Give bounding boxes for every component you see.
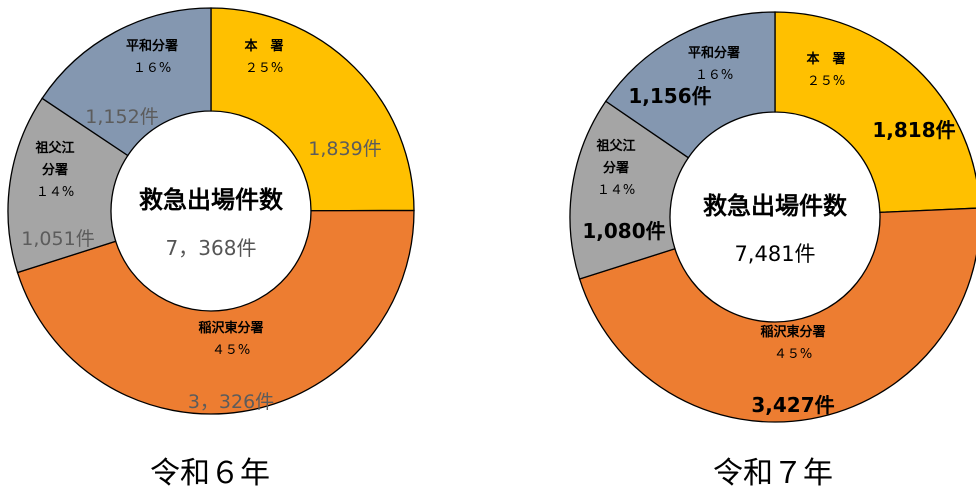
segment-name-iyakei: 分署 <box>603 160 629 176</box>
year-label-reiwa6: 令和６年 <box>150 456 270 491</box>
segment-name-iyakei: 祖父江 <box>595 138 635 154</box>
donut-segment-honsho <box>774 11 976 214</box>
segment-count-inazawa: 3，326件 <box>188 391 274 413</box>
segment-name-honsho: 本 署 <box>244 38 283 54</box>
segment-percent-heiwa: １６% <box>695 68 733 83</box>
year-label-reiwa7: 令和７年 <box>713 456 833 491</box>
segment-percent-iyakei: １４% <box>36 185 74 200</box>
donut-segment-heiwa <box>604 11 776 159</box>
segment-count-honsho: 1,818件 <box>872 118 955 142</box>
segment-name-iyakei: 祖父江 <box>34 140 74 156</box>
center-title: 救急出場件数 <box>139 186 284 214</box>
segment-percent-inazawa: ４５% <box>774 347 812 362</box>
center-title: 救急出場件数 <box>703 192 848 220</box>
donut-segment-inazawa <box>578 207 976 423</box>
segment-percent-iyakei: １４% <box>597 183 635 198</box>
segment-count-iyakei: 1,051件 <box>21 228 94 250</box>
segment-name-iyakei: 分署 <box>42 162 68 178</box>
segment-count-iyakei: 1,080件 <box>582 219 665 243</box>
segment-count-inazawa: 3,427件 <box>751 393 834 417</box>
donut-segment-heiwa <box>41 7 212 157</box>
segment-percent-honsho: ２５% <box>245 61 283 76</box>
donut-segment-inazawa <box>16 209 415 415</box>
center-total: 7，368件 <box>166 236 257 260</box>
segment-percent-inazawa: ４５% <box>212 343 250 358</box>
segment-percent-heiwa: １６% <box>133 61 171 76</box>
donut-segment-iyakei <box>7 97 129 274</box>
segment-count-heiwa: 1,152件 <box>85 106 158 128</box>
segment-count-honsho: 1,839件 <box>308 138 381 160</box>
segment-name-inazawa: 稲沢東分署 <box>198 320 263 336</box>
donut-segment-honsho <box>210 7 415 212</box>
segment-percent-honsho: ２５% <box>807 74 845 89</box>
segment-count-heiwa: 1,156件 <box>628 84 711 108</box>
segment-name-heiwa: 平和分署 <box>688 45 740 61</box>
segment-name-honsho: 本 署 <box>806 51 845 67</box>
segment-name-heiwa: 平和分署 <box>126 38 178 54</box>
center-total: 7,481件 <box>734 242 815 266</box>
segment-name-inazawa: 稲沢東分署 <box>760 324 825 340</box>
